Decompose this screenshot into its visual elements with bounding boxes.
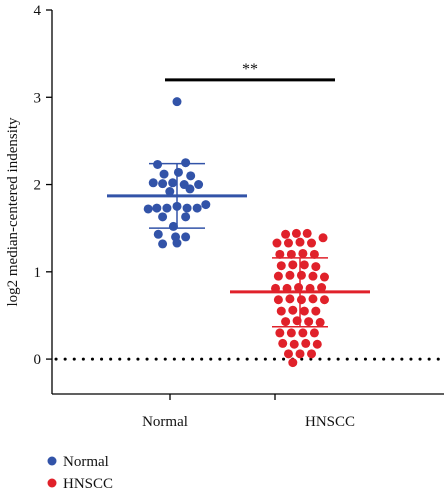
legend: Normal HNSCC bbox=[47, 454, 113, 492]
data-point-hnscc bbox=[288, 358, 298, 368]
data-point-hnscc bbox=[319, 272, 329, 282]
data-point-hnscc bbox=[289, 339, 299, 349]
data-point-normal bbox=[172, 97, 182, 107]
data-point-hnscc bbox=[312, 339, 322, 349]
data-point-normal bbox=[172, 201, 182, 211]
data-point-hnscc bbox=[281, 317, 291, 327]
data-point-hnscc bbox=[311, 306, 321, 316]
data-point-hnscc bbox=[298, 328, 308, 338]
data-point-hnscc bbox=[295, 237, 305, 247]
data-point-normal bbox=[185, 184, 195, 194]
data-point-hnscc bbox=[273, 271, 283, 281]
data-points bbox=[143, 97, 329, 368]
data-point-normal bbox=[172, 238, 182, 248]
data-point-hnscc bbox=[273, 295, 283, 305]
x-tick-label: HNSCC bbox=[305, 414, 355, 430]
data-point-hnscc bbox=[315, 317, 325, 327]
data-point-hnscc bbox=[299, 306, 309, 316]
x-tick-label: Normal bbox=[142, 414, 188, 430]
legend-swatch-hnscc bbox=[47, 478, 57, 488]
data-point-hnscc bbox=[305, 283, 315, 293]
data-point-hnscc bbox=[285, 270, 295, 280]
data-point-normal bbox=[158, 239, 168, 249]
y-tick-label: 3 bbox=[34, 90, 42, 106]
data-point-hnscc bbox=[307, 238, 317, 248]
data-point-normal bbox=[158, 179, 168, 189]
data-point-hnscc bbox=[281, 229, 291, 239]
data-point-hnscc bbox=[319, 295, 329, 305]
data-point-hnscc bbox=[286, 249, 296, 259]
data-point-normal bbox=[194, 180, 204, 190]
data-point-normal bbox=[173, 167, 183, 177]
legend-label-normal: Normal bbox=[63, 454, 109, 470]
data-point-hnscc bbox=[318, 233, 328, 243]
data-point-normal bbox=[201, 200, 211, 210]
data-point-hnscc bbox=[295, 349, 305, 359]
data-point-normal bbox=[148, 178, 158, 188]
data-point-normal bbox=[168, 178, 178, 188]
data-point-normal bbox=[182, 203, 192, 213]
data-point-hnscc bbox=[301, 338, 311, 348]
legend-swatch-normal bbox=[47, 456, 57, 466]
data-point-hnscc bbox=[296, 270, 306, 280]
data-point-normal bbox=[153, 159, 163, 169]
data-point-hnscc bbox=[276, 306, 286, 316]
data-point-hnscc bbox=[275, 249, 285, 259]
data-point-hnscc bbox=[288, 305, 298, 315]
data-point-hnscc bbox=[308, 271, 318, 281]
y-ticks: 0 1 2 3 4 bbox=[34, 3, 52, 368]
data-point-hnscc bbox=[302, 228, 312, 238]
data-point-hnscc bbox=[298, 248, 308, 258]
data-point-normal bbox=[181, 158, 191, 168]
data-point-hnscc bbox=[291, 228, 301, 238]
data-point-hnscc bbox=[299, 260, 309, 270]
y-tick-label: 0 bbox=[34, 352, 42, 368]
data-point-hnscc bbox=[271, 283, 281, 293]
data-point-hnscc bbox=[307, 349, 317, 359]
data-point-hnscc bbox=[309, 328, 319, 338]
data-point-normal bbox=[181, 232, 191, 242]
data-point-normal bbox=[181, 212, 191, 222]
significance-marker: ** bbox=[165, 61, 335, 82]
y-tick-label: 2 bbox=[34, 178, 42, 194]
data-point-normal bbox=[152, 203, 162, 213]
data-point-hnscc bbox=[288, 260, 298, 270]
y-tick-label: 4 bbox=[34, 3, 42, 19]
data-point-hnscc bbox=[272, 238, 282, 248]
data-point-hnscc bbox=[304, 317, 314, 327]
significance-label: ** bbox=[242, 61, 258, 78]
data-point-hnscc bbox=[296, 295, 306, 305]
data-point-normal bbox=[186, 171, 196, 181]
data-point-hnscc bbox=[275, 328, 285, 338]
data-point-hnscc bbox=[286, 328, 296, 338]
data-point-hnscc bbox=[276, 261, 286, 271]
data-point-normal bbox=[158, 212, 168, 222]
data-point-hnscc bbox=[311, 262, 321, 272]
data-point-hnscc bbox=[283, 238, 293, 248]
data-point-hnscc bbox=[283, 349, 293, 359]
legend-label-hnscc: HNSCC bbox=[63, 476, 113, 492]
data-point-normal bbox=[143, 204, 153, 214]
data-point-normal bbox=[165, 187, 175, 197]
data-point-hnscc bbox=[308, 294, 318, 304]
data-point-normal bbox=[192, 203, 202, 213]
data-point-normal bbox=[159, 169, 169, 179]
data-point-hnscc bbox=[278, 338, 288, 348]
summary-stats bbox=[107, 162, 370, 328]
data-point-normal bbox=[153, 229, 163, 239]
data-point-normal bbox=[168, 221, 178, 231]
axes: 0 1 2 3 4 Normal HNSCC log2 median-centered i… bbox=[5, 3, 444, 430]
data-point-hnscc bbox=[282, 283, 292, 293]
data-point-hnscc bbox=[285, 294, 295, 304]
x-ticks: Normal HNSCC bbox=[142, 394, 355, 430]
data-point-hnscc bbox=[309, 249, 319, 259]
data-point-normal bbox=[162, 203, 172, 213]
y-tick-label: 1 bbox=[34, 265, 42, 281]
data-point-hnscc bbox=[317, 283, 327, 293]
data-point-hnscc bbox=[292, 316, 302, 326]
y-axis-title: log2 median-centered indensity bbox=[5, 117, 21, 307]
data-point-hnscc bbox=[294, 283, 304, 293]
